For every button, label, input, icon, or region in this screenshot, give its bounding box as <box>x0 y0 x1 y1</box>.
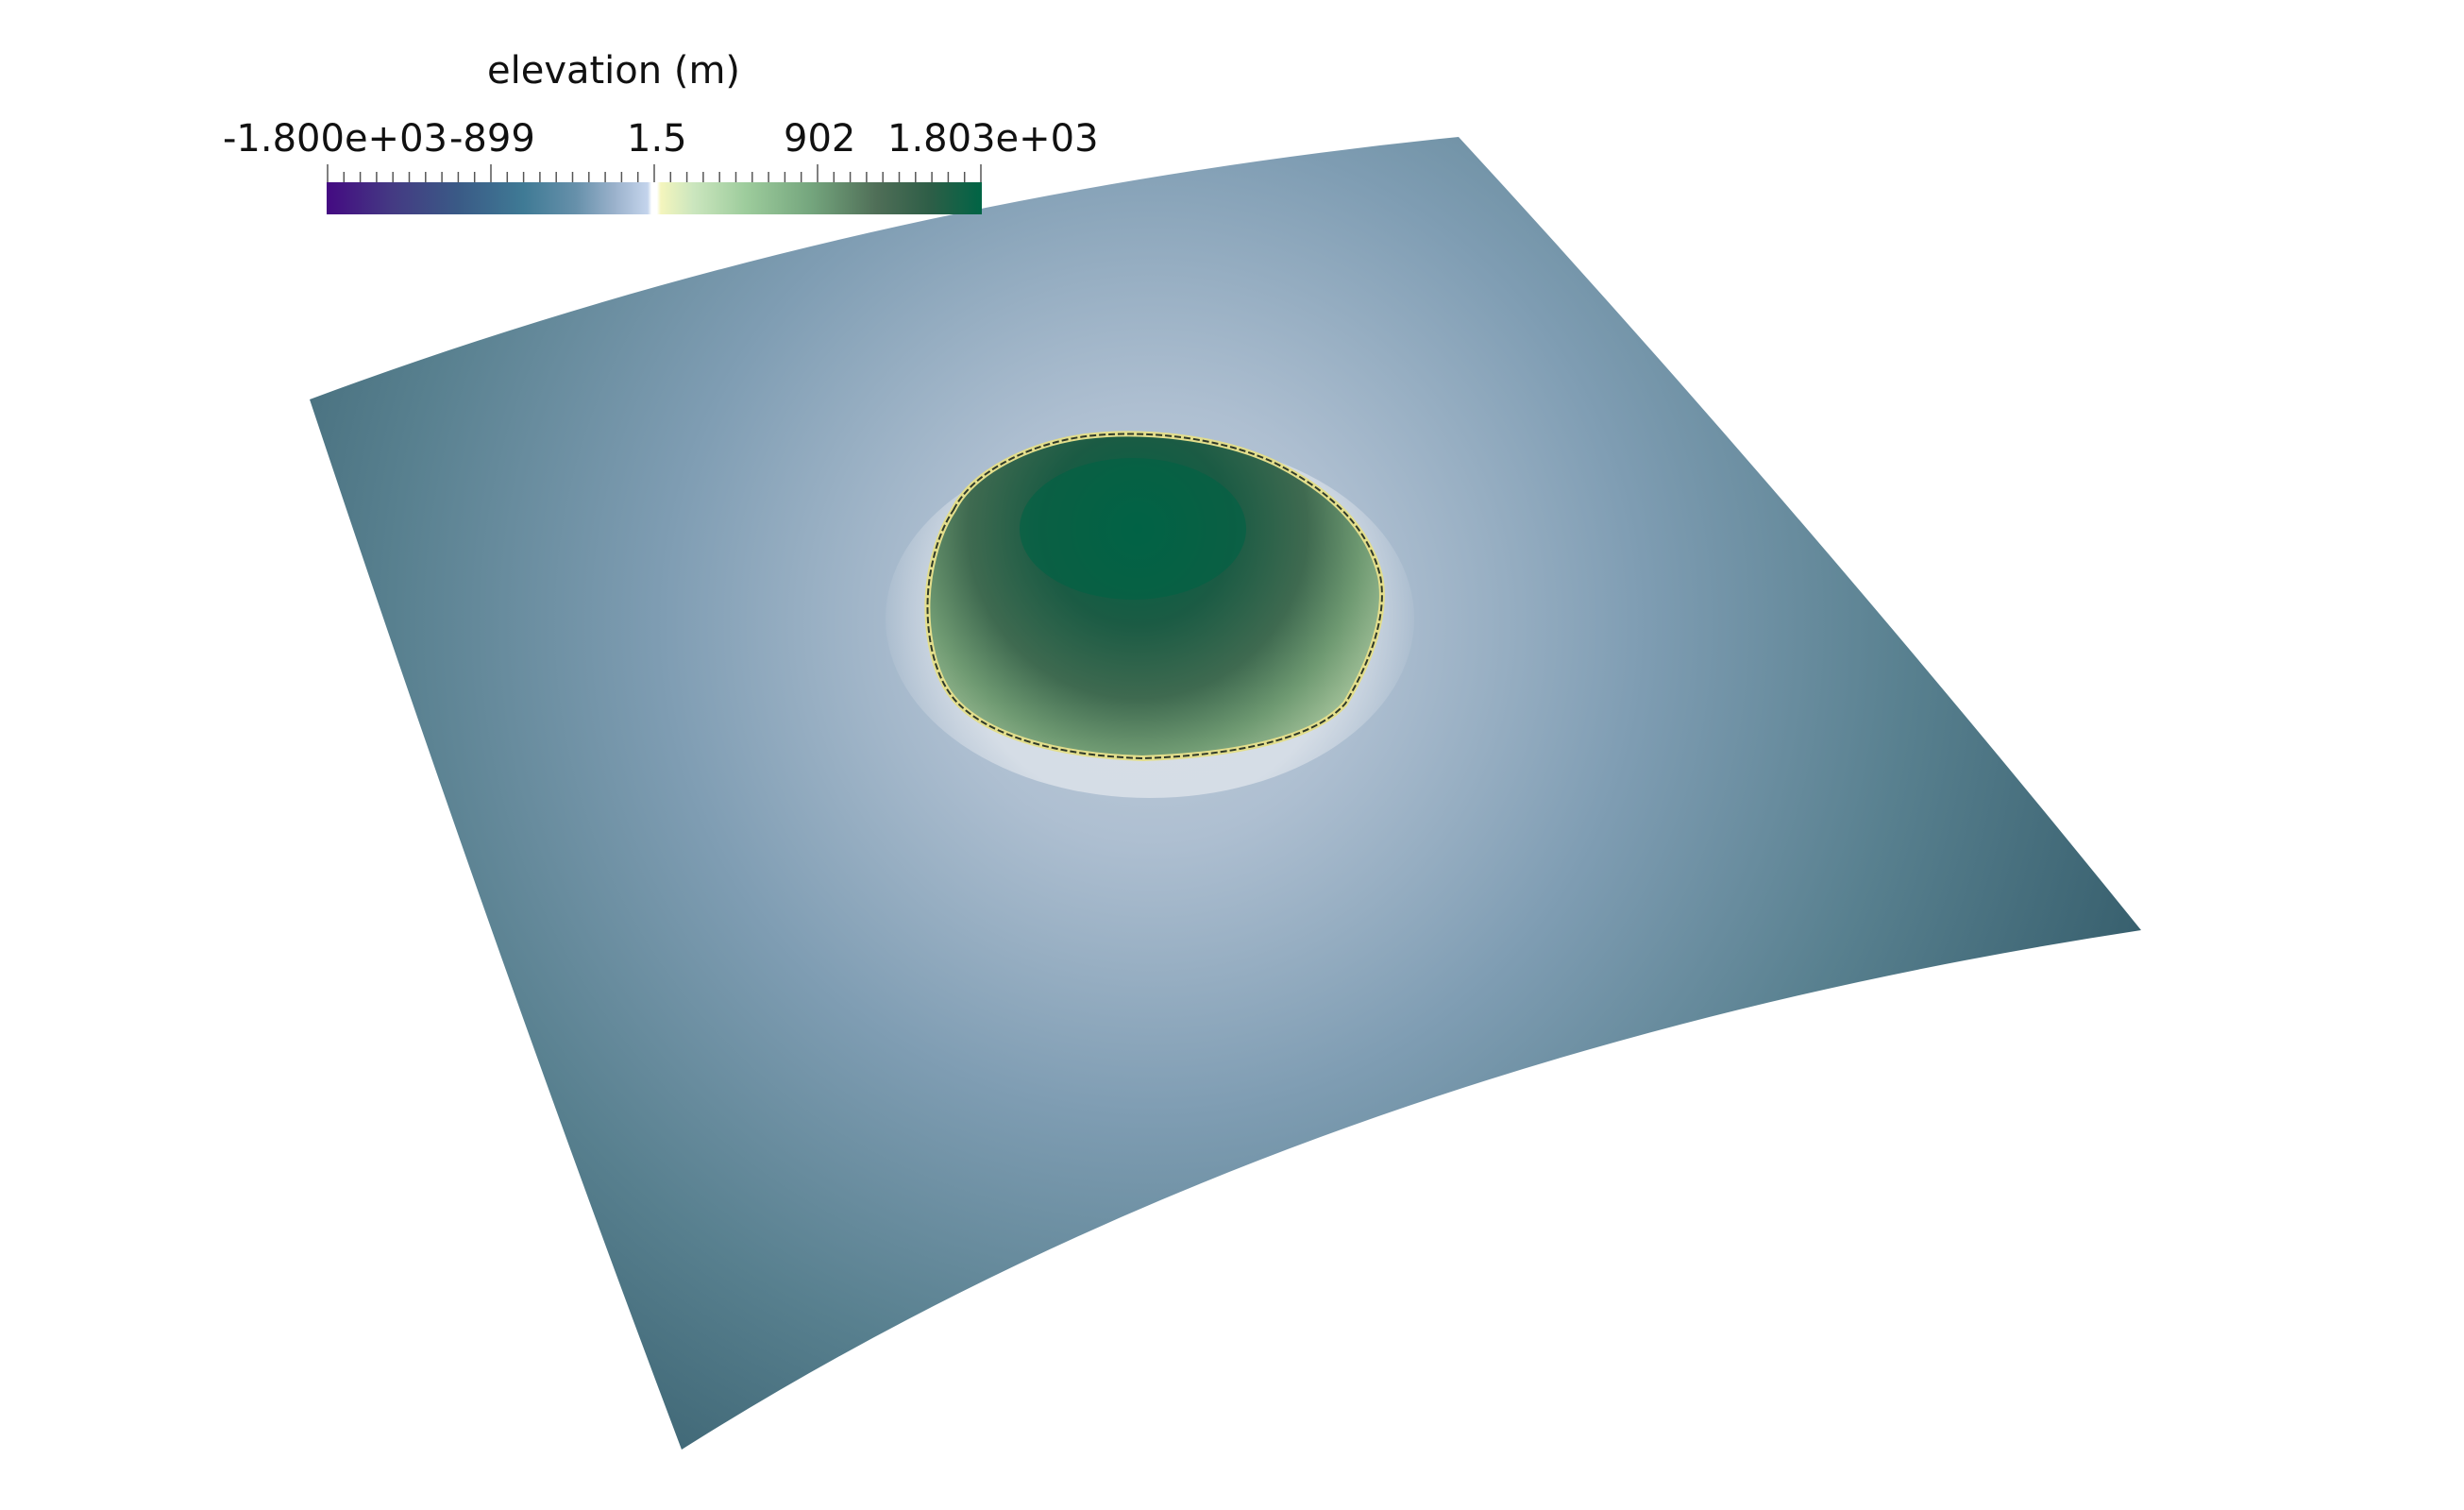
sea-floor-surface <box>310 137 2141 1450</box>
colorbar-tick-label-2: -899 <box>449 117 535 161</box>
island-summit <box>1020 458 1246 600</box>
colorbar-tick-label-4: 902 <box>784 117 856 161</box>
colorbar-tick-label-max: 1.803e+03 <box>887 117 1099 161</box>
colorbar-title: elevation (m) <box>486 49 741 93</box>
colorbar-tick-label-min: -1.800e+03 <box>223 117 447 161</box>
colorbar-gradient <box>327 182 982 214</box>
colorbar-tick-label-mid: 1.5 <box>627 117 687 161</box>
island-coastline <box>926 433 1383 760</box>
colorbar-tick-marks <box>327 164 982 183</box>
